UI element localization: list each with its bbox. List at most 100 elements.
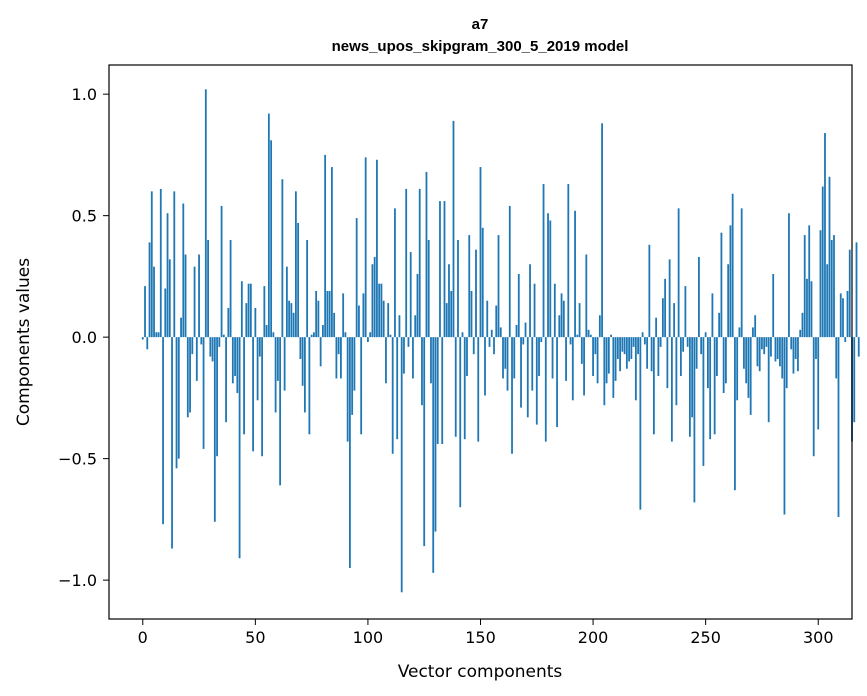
bar-184 [556, 337, 558, 428]
bar-285 [783, 337, 786, 515]
bar-241 [684, 286, 687, 338]
bar-47 [247, 283, 250, 338]
bar-194 [578, 303, 581, 338]
bar-41 [234, 337, 236, 377]
bar-25 [198, 254, 200, 338]
bar-250 [704, 332, 707, 338]
bar-9 [162, 337, 164, 525]
bar-106 [380, 283, 383, 338]
bar-282 [776, 337, 779, 360]
bar-171 [526, 337, 529, 418]
bar-117 [405, 188, 408, 338]
bar-37 [225, 337, 227, 423]
bar-102 [371, 264, 374, 338]
x-axis-ticks: 0 50 100 150 200 250 300 [138, 619, 834, 647]
bar-162 [506, 337, 509, 391]
bar-20 [186, 337, 189, 418]
bar-149 [477, 337, 480, 442]
bar-150 [479, 167, 482, 338]
bar-151 [481, 227, 484, 338]
bar-163 [508, 205, 511, 338]
bar-257 [720, 232, 723, 338]
bar-302 [821, 186, 824, 338]
bar-131 [436, 337, 439, 445]
bar-137 [450, 290, 453, 338]
bar-271 [752, 327, 754, 338]
bar-136 [448, 264, 450, 338]
bar-67 [292, 312, 295, 338]
bar-82 [326, 290, 329, 338]
bar-262 [731, 193, 734, 338]
bar-293 [801, 312, 804, 338]
bar-309 [837, 337, 840, 517]
bar-66 [290, 303, 293, 338]
y-tick-label: 0.5 [72, 207, 97, 226]
bar-78 [317, 300, 320, 338]
bar-249 [702, 337, 705, 466]
bar-141 [459, 337, 462, 508]
bar-36 [222, 334, 225, 338]
bar-24 [195, 337, 198, 381]
bar-4 [150, 191, 153, 338]
bar-180 [547, 213, 549, 338]
bar-8 [159, 188, 162, 338]
y-tick-label: −1.0 [58, 571, 97, 590]
bar-132 [439, 201, 441, 338]
bar-95 [355, 218, 358, 338]
bar-170 [524, 322, 527, 338]
bar-40 [231, 337, 234, 384]
bar-213 [621, 337, 624, 352]
bar-179 [544, 337, 547, 442]
bar-314 [848, 249, 851, 338]
bar-295 [806, 278, 808, 338]
bar-144 [466, 337, 468, 377]
bar-188 [565, 337, 567, 381]
bar-85 [333, 312, 336, 338]
bar-91 [346, 337, 349, 442]
bar-53 [261, 337, 263, 457]
bar-147 [472, 337, 475, 355]
bar-242 [686, 337, 689, 347]
bar-220 [637, 337, 640, 355]
bar-307 [833, 235, 835, 338]
bar-46 [245, 303, 248, 338]
bar-248 [700, 337, 703, 355]
bar-185 [558, 315, 561, 338]
bar-74 [308, 337, 311, 435]
bar-229 [657, 337, 660, 377]
bar-263 [734, 337, 736, 491]
bar-228 [655, 317, 658, 338]
bar-303 [824, 133, 826, 338]
bar-216 [628, 337, 630, 362]
bar-286 [785, 337, 788, 389]
bar-65 [288, 300, 291, 338]
chart-subtitle: news_upos_skipgram_300_5_2019 model [332, 38, 629, 55]
bar-87 [337, 337, 340, 355]
bar-57 [270, 140, 273, 338]
bar-84 [331, 167, 333, 338]
bar-134 [443, 201, 446, 338]
bar-158 [497, 235, 500, 338]
bar-52 [258, 337, 261, 357]
bar-304 [826, 264, 829, 338]
bar-187 [562, 300, 565, 338]
bar-99 [364, 157, 367, 338]
bar-165 [513, 337, 516, 379]
bar-191 [571, 337, 574, 401]
bar-92 [349, 337, 351, 568]
bar-11 [166, 213, 169, 338]
bar-21 [189, 337, 191, 413]
bar-120 [412, 337, 414, 379]
bar-14 [173, 191, 176, 338]
bar-196 [583, 337, 585, 396]
bar-223 [643, 337, 646, 345]
bar-166 [515, 324, 518, 338]
bar-230 [659, 337, 662, 347]
bar-305 [828, 176, 831, 338]
bar-156 [493, 337, 495, 355]
bar-69 [297, 222, 300, 338]
bar-72 [303, 337, 306, 413]
bar-217 [630, 337, 633, 360]
bar-258 [722, 337, 725, 394]
bar-160 [502, 337, 504, 379]
